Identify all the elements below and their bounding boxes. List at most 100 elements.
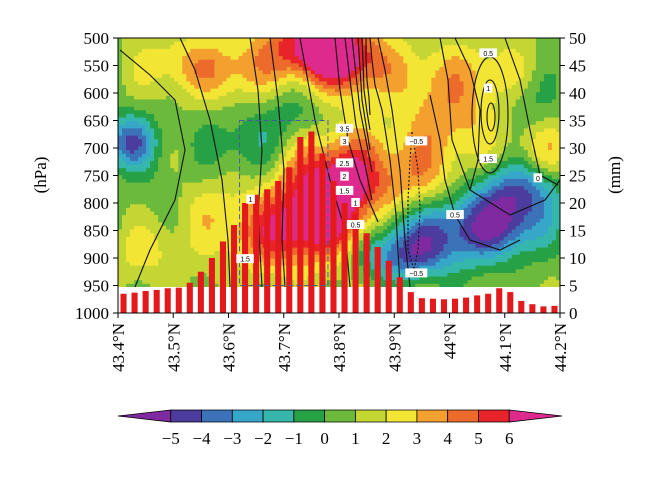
- heatmap-cell: [138, 254, 143, 260]
- heatmap-cell: [162, 41, 167, 46]
- heatmap-cell: [130, 84, 135, 90]
- heatmap-cell: [262, 59, 268, 64]
- heatmap-cell: [395, 142, 400, 148]
- heatmap-cell: [158, 218, 163, 223]
- heatmap-cell: [371, 225, 376, 231]
- heatmap-cell: [395, 128, 400, 133]
- heatmap-cell: [234, 193, 240, 198]
- heatmap-cell: [186, 240, 191, 245]
- heatmap-cell: [399, 218, 404, 223]
- heatmap-cell: [198, 197, 203, 202]
- heatmap-cell: [130, 171, 135, 176]
- heatmap-cell: [322, 77, 328, 82]
- heatmap-cell: [383, 236, 388, 241]
- heatmap-cell: [399, 215, 404, 220]
- heatmap-cell: [234, 41, 240, 46]
- heatmap-cell: [142, 103, 147, 108]
- heatmap-cell: [266, 128, 272, 133]
- heatmap-cell: [351, 59, 356, 64]
- heatmap-cell: [371, 164, 376, 169]
- heatmap-cell: [226, 157, 232, 162]
- heatmap-cell: [130, 153, 135, 158]
- heatmap-cell: [158, 139, 163, 144]
- heatmap-cell: [326, 81, 332, 86]
- heatmap-cell: [375, 103, 380, 108]
- heatmap-cell: [118, 244, 123, 249]
- heatmap-cell: [170, 124, 175, 129]
- heatmap-cell: [126, 276, 131, 281]
- heatmap-cell: [326, 45, 332, 50]
- heatmap-cell: [118, 197, 123, 202]
- heatmap-cell: [326, 106, 332, 111]
- heatmap-cell: [282, 56, 288, 61]
- heatmap-cell: [246, 128, 252, 133]
- heatmap-cell: [278, 150, 284, 155]
- heatmap-cell: [302, 272, 308, 278]
- heatmap-cell: [130, 218, 135, 223]
- heatmap-cell: [138, 150, 143, 155]
- heatmap-cell: [142, 280, 147, 285]
- heatmap-cell: [174, 70, 179, 75]
- heatmap-cell: [347, 92, 352, 97]
- heatmap-cell: [186, 193, 191, 198]
- heatmap-cell: [178, 131, 183, 137]
- heatmap-cell: [298, 95, 304, 101]
- heatmap-cell: [126, 63, 131, 68]
- heatmap-cell: [238, 204, 244, 209]
- heatmap-cell: [302, 142, 308, 148]
- heatmap-cell: [146, 218, 151, 223]
- heatmap-cell: [162, 229, 167, 234]
- heatmap-cell: [154, 207, 159, 213]
- heatmap-cell: [391, 128, 396, 133]
- heatmap-cell: [162, 99, 167, 104]
- heatmap-cell: [130, 276, 135, 281]
- heatmap-cell: [302, 269, 308, 274]
- heatmap-cell: [310, 77, 316, 82]
- heatmap-cell: [142, 56, 147, 61]
- heatmap-cell: [178, 244, 183, 249]
- heatmap-cell: [383, 193, 388, 198]
- heatmap-cell: [322, 81, 328, 86]
- heatmap-cell: [146, 81, 151, 86]
- heatmap-cell: [395, 251, 400, 256]
- heatmap-cell: [198, 48, 203, 54]
- heatmap-cell: [242, 99, 248, 104]
- heatmap-cell: [174, 45, 179, 50]
- heatmap-cell: [234, 139, 240, 144]
- heatmap-cell: [306, 48, 312, 54]
- heatmap-cell: [118, 276, 123, 281]
- heatmap-cell: [198, 142, 203, 148]
- heatmap-cell: [387, 41, 392, 46]
- heatmap-cell: [226, 168, 232, 173]
- heatmap-cell: [359, 186, 364, 191]
- heatmap-cell: [234, 207, 240, 213]
- heatmap-cell: [230, 204, 236, 209]
- heatmap-cell: [182, 225, 187, 231]
- heatmap-cell: [210, 117, 216, 122]
- heatmap-cell: [355, 48, 360, 54]
- heatmap-cell: [198, 164, 203, 169]
- heatmap-cell: [118, 121, 123, 126]
- heatmap-cell: [282, 175, 288, 180]
- heatmap-cell: [222, 233, 228, 238]
- heatmap-cell: [246, 131, 252, 137]
- heatmap-cell: [395, 110, 400, 115]
- heatmap-cell: [142, 88, 147, 93]
- heatmap-cell: [330, 164, 336, 169]
- heatmap-cell: [186, 265, 191, 270]
- heatmap-cell: [194, 193, 199, 198]
- heatmap-cell: [122, 236, 127, 241]
- heatmap-cell: [383, 258, 388, 263]
- heatmap-cell: [326, 262, 332, 267]
- heatmap-cell: [359, 251, 364, 256]
- heatmap-cell: [154, 215, 159, 220]
- heatmap-cell: [206, 211, 212, 216]
- heatmap-cell: [262, 131, 268, 137]
- heatmap-cell: [391, 92, 396, 97]
- heatmap-cell: [142, 142, 147, 148]
- heatmap-cell: [182, 269, 187, 274]
- heatmap-cell: [138, 41, 143, 46]
- heatmap-cell: [206, 164, 212, 169]
- heatmap-cell: [399, 99, 404, 104]
- heatmap-cell: [126, 84, 131, 90]
